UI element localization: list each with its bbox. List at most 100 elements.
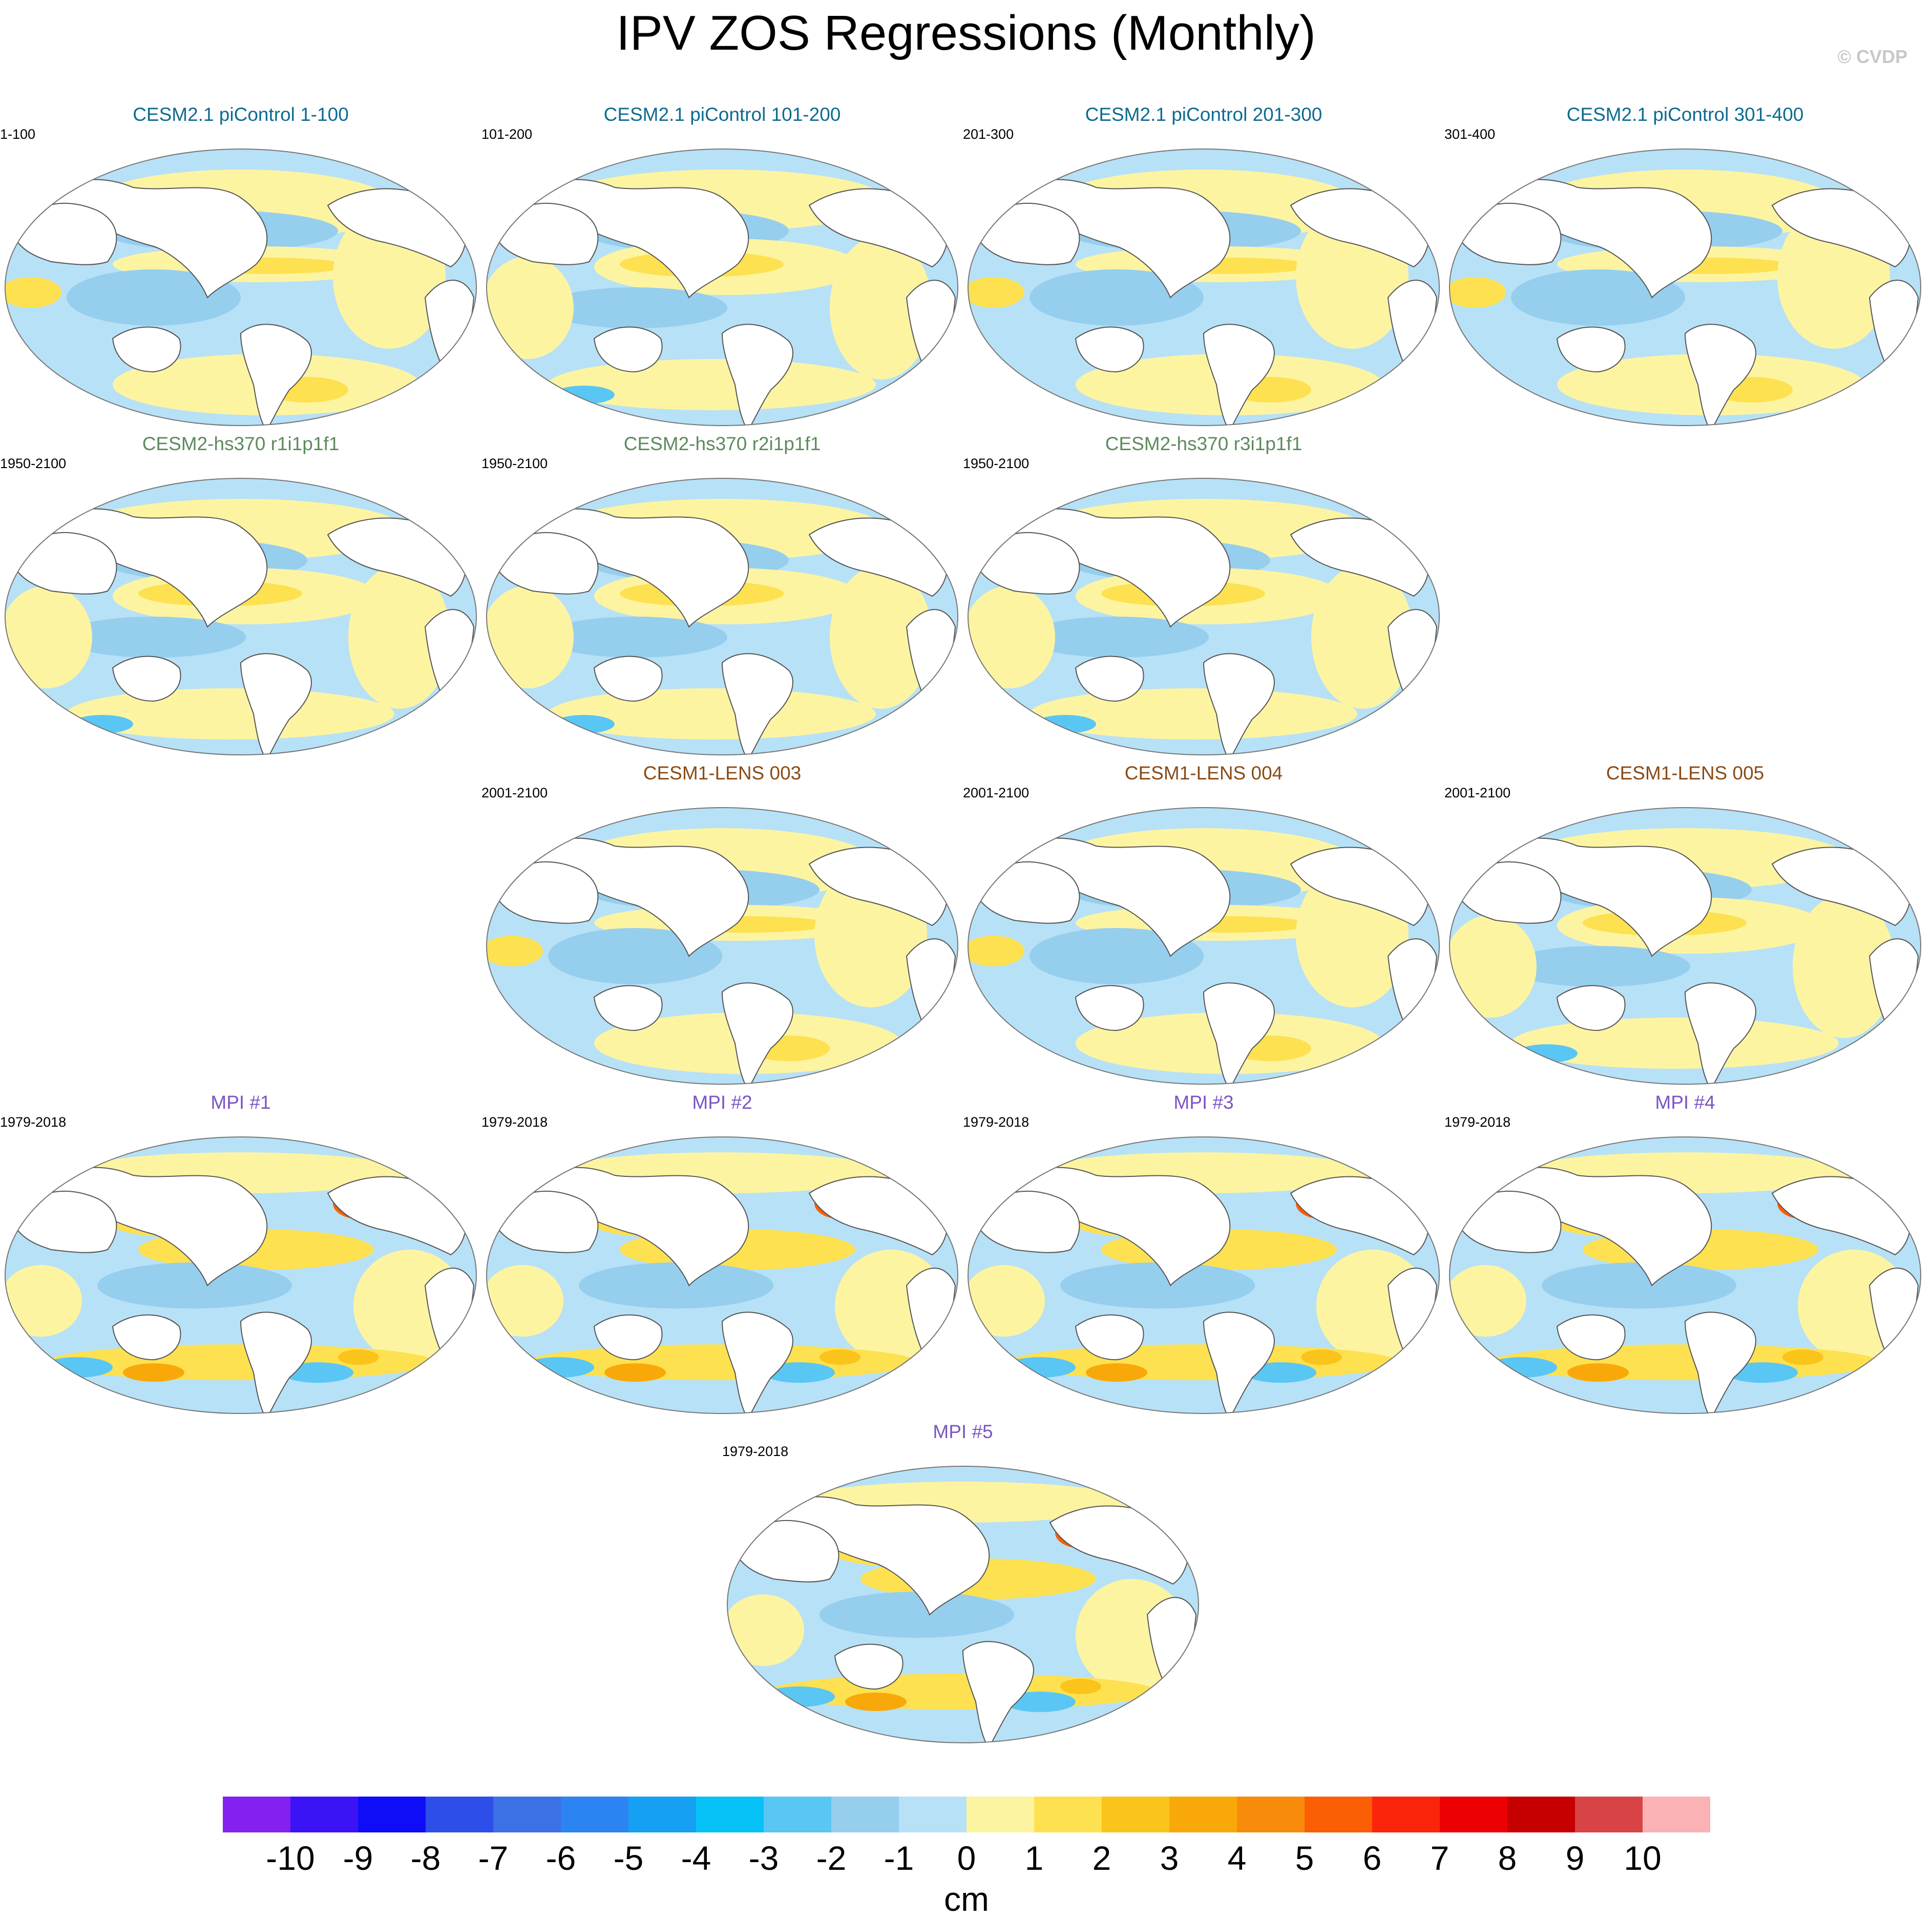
anomaly-patch [968,277,1024,308]
panel-years: 2001-2100 [481,785,548,800]
colorbar-tick-label: -5 [613,1839,644,1877]
panel-years: 1-100 [0,126,36,142]
world-map [968,149,1440,426]
panel-title: CESM2.1 piControl 101-200 [603,104,841,125]
anomaly-patch [830,565,932,709]
panel-map [0,473,481,760]
panel-years: 1950-2100 [963,456,1030,471]
colorbar-tick-label: 10 [1624,1839,1662,1877]
panel-title: CESM2-hs370 r2i1p1f1 [623,433,821,454]
colorbar-box [1643,1797,1710,1832]
colorbar-tick-label: -4 [681,1839,711,1877]
anomaly-patch [1024,617,1209,658]
panel-map [0,1132,481,1419]
world-map [968,478,1440,755]
map-border [5,478,477,755]
colorbar-box [426,1797,493,1832]
continent-outline [112,1314,181,1361]
colorbar-box [1372,1797,1440,1832]
map-border [968,478,1440,755]
panel-mpi-4: MPI #4 1979-2018 [1444,1088,1926,1416]
anomaly-patch [1301,1349,1342,1365]
colorbar-tick-label: -6 [545,1839,576,1877]
panel-years: 201-300 [963,126,1014,142]
panel-mpi-1: MPI #1 1979-2018 [0,1088,481,1416]
panel-years: 1979-2018 [1444,1114,1511,1130]
colorbar-tick-label: 3 [1160,1839,1179,1877]
panel-title: CESM2.1 piControl 301-400 [1566,104,1804,125]
anomaly-patch [61,617,246,658]
anomaly-patch [1542,1262,1736,1309]
colorbar-box [561,1797,628,1832]
continent-outline [1203,1312,1275,1413]
anomaly-patch [820,1349,860,1365]
panel-map [963,1132,1444,1419]
continent-outline [1075,1314,1144,1361]
world-map [486,1136,958,1414]
continent-outline [240,1312,312,1413]
continent-outline [1075,326,1144,373]
colorbar-tick-label: -10 [266,1839,315,1877]
continent-outline [240,653,312,755]
panel-map [481,144,963,431]
continent-outline [112,656,181,702]
anomaly-patch [579,1262,773,1309]
panel-map [1444,803,1926,1089]
colorbar-tick-label: -1 [884,1839,914,1877]
colorbar-box [764,1797,831,1832]
world-map [1449,1136,1921,1414]
panel-cesm1-lens-005: CESM1-LENS 005 2001-2100 [1444,758,1926,1086]
anomaly-patch [1311,565,1414,709]
panel-title: CESM1-LENS 005 [1606,763,1765,784]
panel-map [481,1132,963,1419]
continent-outline [808,188,949,268]
world-map [486,478,958,755]
continent-outline [1684,1312,1756,1413]
map-border [968,807,1440,1085]
panel-mpi-2: MPI #2 1979-2018 [481,1088,963,1416]
anomaly-patch [338,1349,379,1365]
colorbar-tick-label: -9 [343,1839,373,1877]
world-map [968,1136,1440,1414]
world-map [5,478,477,755]
continent-outline [1387,938,1438,1045]
continent-outline [240,324,312,426]
colorbar-tick-label: -7 [478,1839,509,1877]
anomaly-patch [727,1594,804,1666]
panel-title: CESM1-LENS 004 [1124,763,1283,784]
colorbar-box [831,1797,899,1832]
continent-outline [962,1641,1034,1743]
panel-map [1444,1132,1926,1419]
colorbar-box [358,1797,426,1832]
anomaly-patch [820,1592,1014,1638]
colorbar-box [1440,1797,1507,1832]
continent-outline [1290,1176,1430,1256]
colorbar-box [1102,1797,1169,1832]
anomaly-patch [845,1693,907,1711]
continent-outline [1290,188,1430,268]
panel-mpi-3: MPI #3 1979-2018 [963,1088,1444,1416]
anomaly-patch [968,586,1055,688]
colorbar-tick-label: -8 [410,1839,441,1877]
colorbar-tick-label: 9 [1565,1839,1585,1877]
panel-title: MPI #2 [692,1092,752,1113]
continent-outline [424,1268,475,1374]
colorbar [223,1797,1710,1832]
panel-years: 2001-2100 [963,785,1030,800]
panel-map [963,144,1444,431]
map-border [5,149,477,426]
colorbar-tick-label: -2 [816,1839,847,1877]
panel-map [0,144,481,431]
continent-outline [593,326,663,373]
panel-title: CESM2-hs370 r1i1p1f1 [142,433,340,454]
panel-cesm21-picontrol-101-200: CESM2.1 piControl 101-200 101-200 [481,100,963,428]
continent-outline [593,656,663,702]
panel-years: 1950-2100 [481,456,548,471]
continent-outline [808,517,949,597]
continent-outline [906,280,956,386]
continent-outline [1556,326,1626,373]
panel-cesm2-hs370-r1i1p1f1: CESM2-hs370 r1i1p1f1 1950-2100 [0,429,481,757]
anomaly-patch [5,586,92,688]
anomaly-patch [968,1265,1045,1337]
colorbar-box [1575,1797,1643,1832]
